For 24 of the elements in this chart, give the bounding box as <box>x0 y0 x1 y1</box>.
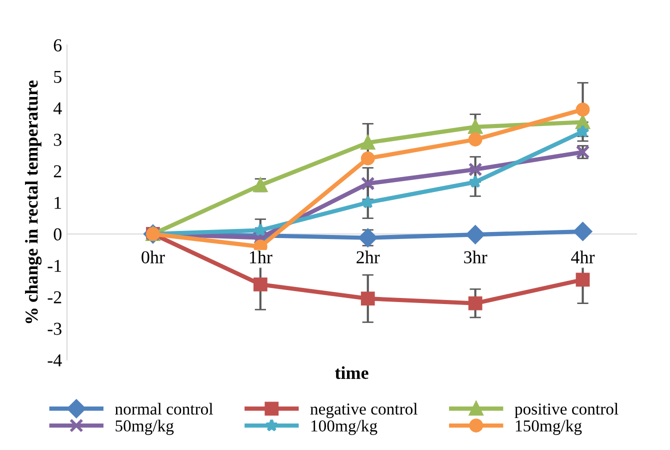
y-tick-label: -4 <box>48 354 62 366</box>
y-tick-label: -2 <box>48 291 62 304</box>
y-tick-label: 6 <box>54 39 62 52</box>
legend-label: positive control <box>514 402 618 418</box>
legend-label: 50mg/kg <box>116 420 174 435</box>
y-tick-label: 2 <box>54 165 62 178</box>
legend-label: 150mg/kg <box>516 420 582 435</box>
y-tick-label: 4 <box>53 102 62 114</box>
x-tick-label: 2hr <box>356 250 380 264</box>
y-tick-label: -1 <box>48 260 62 272</box>
legend-label: normal control <box>115 402 213 415</box>
legend-label: 100mg/kg <box>311 420 378 435</box>
y-tick-label: 1 <box>54 196 62 209</box>
x-axis-title: time <box>335 366 368 380</box>
y-tick-label: 5 <box>54 70 62 83</box>
y-axis-title: % change in rectal temperature <box>25 80 42 324</box>
x-tick-label: 1hr <box>250 250 272 264</box>
legend-label: negative control <box>310 402 418 418</box>
y-tick-label: -3 <box>48 322 62 335</box>
x-tick-label: 4hr <box>571 250 595 264</box>
x-tick-label: 0hr <box>142 250 165 264</box>
y-tick-label: 0 <box>54 228 62 240</box>
x-tick-label: 3hr <box>464 250 488 264</box>
y-tick-label: 3 <box>54 134 62 146</box>
